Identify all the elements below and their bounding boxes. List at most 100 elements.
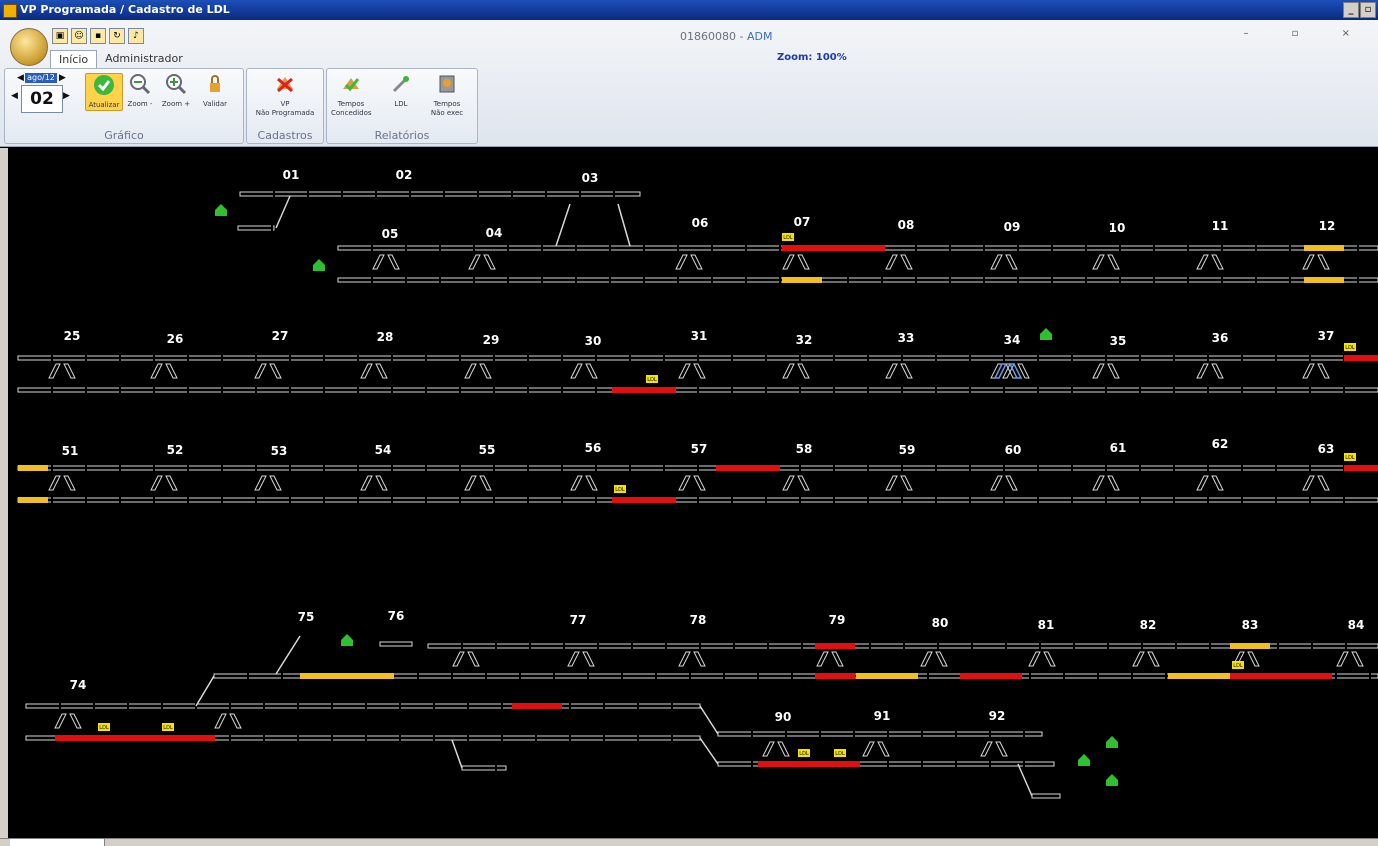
switch-left — [1302, 254, 1315, 270]
refresh-icon[interactable]: ↻ — [109, 28, 125, 44]
tempos-concedidos-button[interactable]: Tempos Concedidos — [331, 73, 372, 118]
occupied-segment — [55, 735, 215, 741]
switch-right — [900, 475, 913, 491]
ldl-tag — [646, 375, 658, 383]
section-label: 79 — [828, 613, 846, 627]
tab-inicio[interactable]: Início — [50, 50, 98, 68]
ldl-button[interactable]: LDL — [383, 73, 419, 109]
occupied-segment — [782, 245, 885, 251]
section-label: 10 — [1108, 221, 1126, 235]
tempos-nao-exec-button[interactable]: Tempos Não exec — [427, 73, 467, 118]
sound-icon[interactable]: ♪ — [128, 28, 144, 44]
section-label: 58 — [795, 442, 813, 456]
tempos-label-2: Tempos — [433, 100, 461, 108]
ldl-tag — [798, 749, 810, 757]
section-label: 33 — [897, 331, 915, 345]
zoom-out-label: Zoom - — [127, 100, 153, 108]
switch-left — [452, 651, 465, 667]
switch-right — [387, 254, 400, 270]
switch-left — [920, 651, 933, 667]
ldl-tag-text: LDL — [835, 751, 845, 757]
track-diagram[interactable]: LDL LDL LDL LDL LDL LDL LDL LDL LDL LDL 01 02 03 05 0… — [8, 148, 1378, 838]
switch-right — [479, 363, 492, 379]
switch-right — [797, 363, 810, 379]
switch-left — [782, 363, 795, 379]
open-icon[interactable]: ▣ — [52, 28, 68, 44]
next-day-arrow[interactable]: ▶ — [63, 91, 70, 101]
ldl-tag — [162, 723, 174, 731]
prev-day-arrow[interactable]: ◀ — [11, 91, 18, 101]
occupied-segment — [716, 465, 780, 471]
concedidos-label: Concedidos — [331, 109, 372, 117]
switch-right — [165, 363, 178, 379]
switch-left — [570, 475, 583, 491]
minimize-button[interactable]: _ — [1343, 2, 1359, 18]
atualizar-button[interactable]: Atualizar — [85, 73, 123, 111]
switch-right — [269, 363, 282, 379]
ldl-tag — [834, 749, 846, 757]
occupied-segment — [1304, 277, 1344, 283]
switch-right — [165, 475, 178, 491]
track-segment — [717, 731, 1043, 737]
occupied-segment — [856, 673, 918, 679]
tab-administrador[interactable]: Administrador — [105, 52, 183, 65]
occupied-segment — [1230, 673, 1332, 679]
switch-left — [990, 254, 1003, 270]
switch-left — [1336, 651, 1349, 667]
switch-left — [360, 475, 373, 491]
switch-left — [678, 363, 691, 379]
zoom-in-button[interactable]: Zoom + — [158, 73, 194, 109]
switch-right — [1005, 475, 1018, 491]
next-month-arrow[interactable]: ▶ — [59, 73, 66, 83]
switch-left — [254, 475, 267, 491]
switch-right — [1211, 363, 1224, 379]
quick-access-toolbar: ▣ ☺ ▪ ↻ ♪ — [52, 28, 144, 44]
user-label: 01860080 - ADM — [680, 30, 772, 43]
track-diagonal — [1017, 763, 1033, 797]
date-selector[interactable]: ◀ ago/12 ▶ ◀ 02 ▶ — [11, 73, 71, 117]
inner-window-controls[interactable]: – ▫ × — [1243, 28, 1370, 39]
title-bar: VP Programada / Cadastro de LDL _ ▫ — [0, 0, 1378, 20]
section-label: 55 — [478, 443, 496, 457]
switch-right — [483, 254, 496, 270]
user-icon[interactable]: ☺ — [71, 28, 87, 44]
validar-button[interactable]: Validar — [197, 73, 233, 109]
house-icon — [215, 204, 227, 216]
month-value: ago/12 — [25, 73, 57, 83]
ldl-icon — [392, 75, 410, 93]
section-label: 82 — [1139, 618, 1157, 632]
occupied-segment — [1168, 673, 1230, 679]
switch-right — [63, 363, 76, 379]
ldl-tag-text: LDL — [1345, 455, 1355, 461]
occupied-segment — [18, 497, 48, 503]
house-icon — [341, 634, 353, 646]
lock-icon[interactable]: ▪ — [90, 28, 106, 44]
restore-button[interactable]: ▫ — [1360, 2, 1376, 18]
occupied-segment — [18, 465, 48, 471]
prev-month-arrow[interactable]: ◀ — [17, 73, 24, 83]
user-separator: - — [736, 30, 747, 43]
section-label: 30 — [584, 334, 602, 348]
vp-nao-programada-button[interactable]: VP Não Programada — [249, 73, 321, 118]
highlighted-switch — [993, 363, 1023, 379]
section-label: 62 — [1211, 437, 1229, 451]
ldl-tag-text: LDL — [1233, 663, 1243, 669]
zoom-out-button[interactable]: Zoom - — [122, 73, 158, 109]
app-menu-button[interactable] — [10, 28, 48, 66]
switch-right — [693, 475, 706, 491]
house-icon — [1040, 328, 1052, 340]
switch-right — [690, 254, 703, 270]
switch-right — [693, 363, 706, 379]
ldl-tag — [98, 723, 110, 731]
section-label: 81 — [1037, 618, 1055, 632]
vp-label: VP — [280, 100, 290, 108]
switch-right — [69, 713, 82, 729]
switch-left — [464, 363, 477, 379]
switch-right — [693, 651, 706, 667]
track-diagonal — [451, 739, 463, 769]
section-label: 57 — [690, 442, 708, 456]
group-grafico: ◀ ago/12 ▶ ◀ 02 ▶ Atualizar Zoom - Zoom … — [4, 68, 244, 144]
switch-right — [1107, 254, 1120, 270]
section-label: 78 — [689, 613, 707, 627]
switch-left — [254, 363, 267, 379]
